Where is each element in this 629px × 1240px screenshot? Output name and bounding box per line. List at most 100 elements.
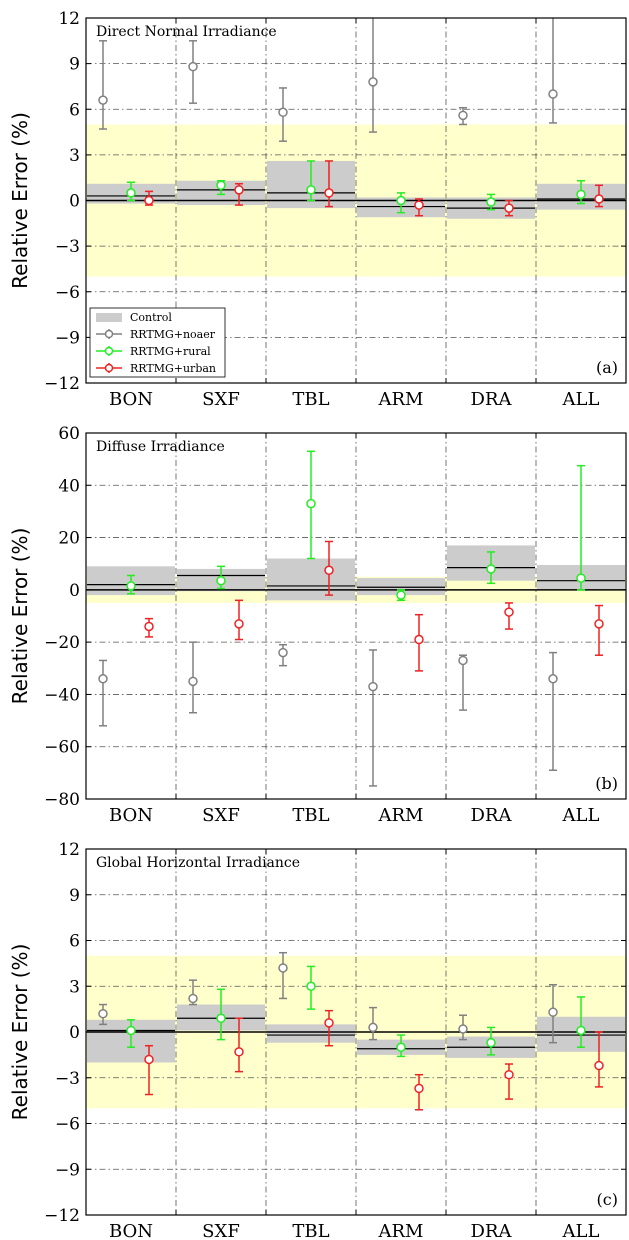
x-category-label: ALL bbox=[562, 389, 600, 410]
noaer-point bbox=[278, 107, 288, 118]
rural-point bbox=[576, 189, 586, 200]
y-tick-label: −3 bbox=[55, 237, 80, 257]
urban-point bbox=[414, 1083, 424, 1094]
x-category-label: BON bbox=[109, 389, 153, 410]
legend-swatch-marker bbox=[104, 363, 114, 373]
chart-panel-b: −80 −60 −40 −20 0 20 40 60 BON SXF TBL ARM DRA ALL Rel… bbox=[8, 424, 627, 826]
urban-point bbox=[324, 188, 334, 198]
y-tick-label: 0 bbox=[69, 192, 80, 212]
urban-point bbox=[414, 634, 424, 645]
noaer-point bbox=[98, 95, 108, 105]
urban-point bbox=[234, 619, 244, 629]
y-tick-label: −20 bbox=[44, 633, 80, 653]
urban-point bbox=[504, 1069, 514, 1080]
urban-point bbox=[144, 621, 154, 632]
legend-label: RRTMG+urban bbox=[130, 362, 216, 375]
noaer-point bbox=[278, 963, 288, 973]
noaer-point bbox=[98, 1008, 108, 1019]
noaer-point bbox=[548, 89, 558, 99]
panel-label: (a) bbox=[596, 358, 618, 377]
urban-point bbox=[234, 185, 244, 195]
noaer-point bbox=[188, 676, 198, 687]
urban-point bbox=[504, 607, 514, 617]
rural-point bbox=[126, 581, 136, 591]
control-box bbox=[267, 1024, 355, 1043]
x-category-label: ARM bbox=[378, 1221, 424, 1240]
legend-swatch-marker bbox=[104, 329, 114, 339]
rural-point bbox=[576, 573, 586, 583]
urban-point bbox=[324, 565, 334, 575]
rural-point bbox=[486, 197, 496, 207]
y-tick-label: −12 bbox=[44, 1206, 80, 1226]
y-tick-label: −80 bbox=[44, 790, 80, 810]
y-tick-label: 20 bbox=[58, 529, 80, 549]
rural-point bbox=[306, 185, 316, 195]
y-tick-label: −9 bbox=[55, 1160, 80, 1180]
x-category-label: ALL bbox=[562, 805, 600, 826]
urban-point bbox=[594, 1060, 604, 1071]
legend-swatch-marker bbox=[104, 346, 114, 356]
rural-point bbox=[396, 590, 406, 600]
noaer-point bbox=[188, 993, 198, 1004]
legend: Control RRTMG+noaer RRTMG+rural RRTMG+urban bbox=[89, 307, 226, 378]
rural-point bbox=[486, 1037, 496, 1048]
y-tick-label: 12 bbox=[58, 9, 80, 29]
x-category-label: BON bbox=[109, 1221, 153, 1240]
rural-point bbox=[216, 180, 226, 191]
noaer-point bbox=[368, 681, 378, 692]
rural-point bbox=[576, 1025, 586, 1036]
x-category-label: ALL bbox=[562, 1221, 600, 1240]
y-axis-title: Relative Error (%) bbox=[8, 528, 32, 705]
x-category-label: ARM bbox=[378, 389, 424, 410]
panel-title: Global Horizontal Irradiance bbox=[96, 855, 300, 871]
urban-point bbox=[234, 1047, 244, 1057]
x-category-label: ARM bbox=[378, 805, 424, 826]
noaer-point bbox=[278, 647, 288, 658]
urban-point bbox=[144, 1054, 154, 1065]
rural-point bbox=[216, 1013, 226, 1024]
noaer-point bbox=[188, 61, 198, 72]
urban-point bbox=[594, 619, 604, 629]
x-category-label: SXF bbox=[202, 805, 240, 826]
x-category-label: TBL bbox=[292, 805, 329, 826]
urban-point bbox=[324, 1018, 334, 1028]
rural-point bbox=[126, 188, 136, 198]
panel-title: Diffuse Irradiance bbox=[96, 439, 225, 455]
panel-label: (c) bbox=[597, 1190, 618, 1209]
panel-label: (b) bbox=[595, 774, 618, 793]
rural-point bbox=[396, 195, 406, 206]
y-tick-label: 6 bbox=[69, 100, 80, 120]
noaer-point bbox=[98, 673, 108, 684]
y-tick-label: 9 bbox=[69, 55, 80, 75]
x-category-label: DRA bbox=[471, 805, 513, 826]
y-tick-label: 3 bbox=[69, 977, 80, 997]
y-tick-label: −12 bbox=[44, 374, 80, 394]
x-category-label: TBL bbox=[292, 389, 329, 410]
x-category-label: SXF bbox=[202, 389, 240, 410]
x-category-label: BON bbox=[109, 805, 153, 826]
y-tick-label: −3 bbox=[55, 1069, 80, 1089]
urban-point bbox=[414, 200, 424, 210]
plot-area bbox=[86, 18, 626, 383]
rural-point bbox=[396, 1042, 406, 1052]
chart-panel-a: −12 −9 −6 −3 0 3 6 9 12 BON SXF TBL ARM DRA ALL Relativ… bbox=[8, 9, 627, 410]
legend-label: RRTMG+noaer bbox=[130, 328, 216, 341]
noaer-point bbox=[458, 655, 468, 666]
rural-point bbox=[306, 981, 316, 991]
urban-point bbox=[594, 194, 604, 204]
plot-area bbox=[86, 433, 626, 799]
x-category-label: DRA bbox=[471, 389, 513, 410]
noaer-point bbox=[458, 110, 468, 121]
x-category-label: DRA bbox=[471, 1221, 513, 1240]
urban-point bbox=[144, 195, 154, 206]
noaer-point bbox=[368, 1022, 378, 1033]
x-category-label: TBL bbox=[292, 1221, 329, 1240]
legend-label: RRTMG+rural bbox=[130, 345, 211, 358]
y-axis-title: Relative Error (%) bbox=[8, 112, 32, 289]
rural-point bbox=[306, 498, 316, 509]
plot-area bbox=[86, 849, 626, 1215]
y-tick-label: −60 bbox=[44, 738, 80, 758]
control-box bbox=[267, 558, 355, 601]
y-tick-label: 0 bbox=[69, 581, 80, 601]
